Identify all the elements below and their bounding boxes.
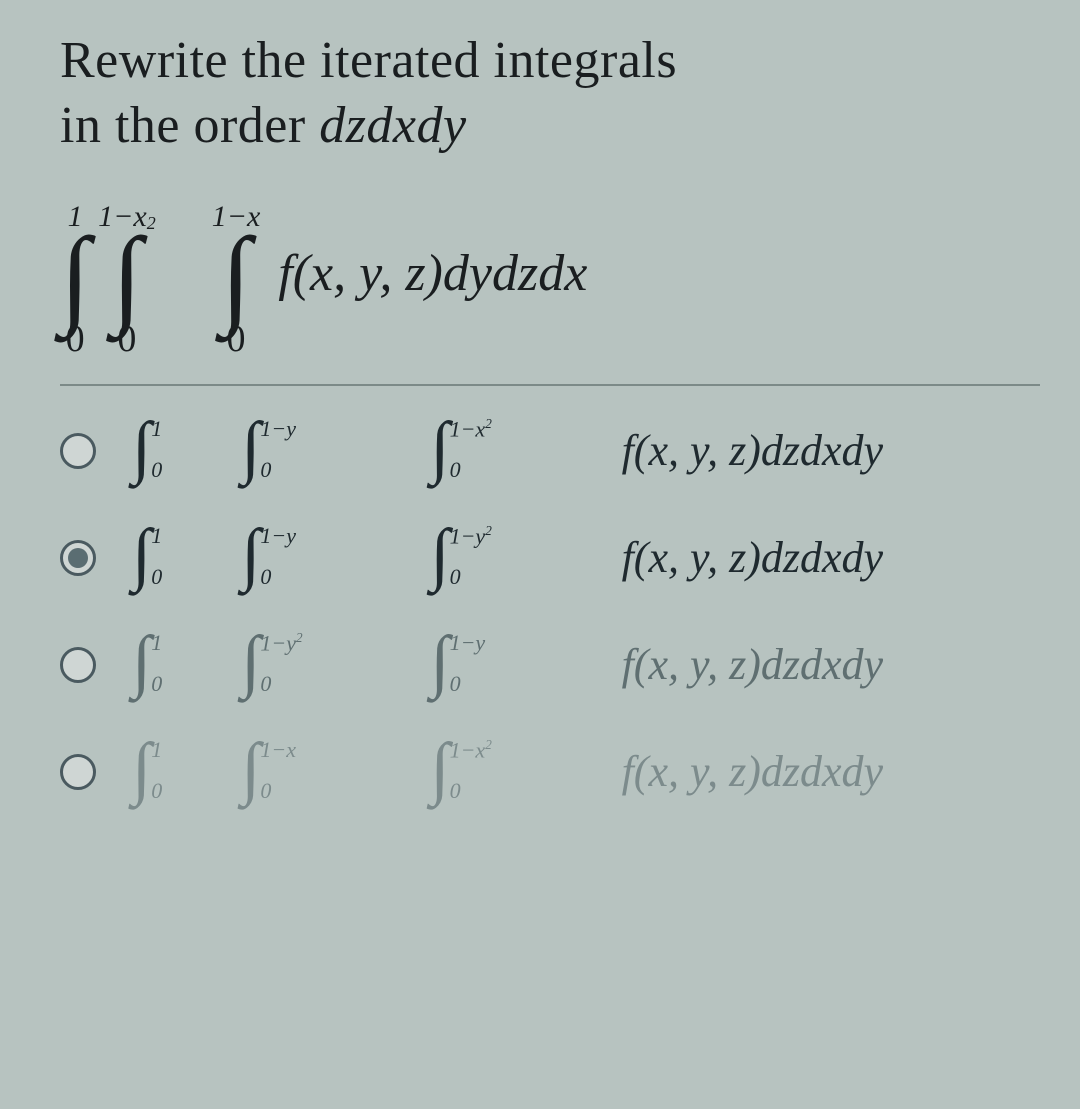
given-integral: 1 ∫ 0 1−x2 ∫ 0 1−x ∫ 0 f(x, y, z)dydzdx [60, 192, 1040, 354]
options-group: ∫10 ∫1−y0 ∫1−x20 f(x, y, z)dzdxdy ∫10 ∫1… [60, 420, 1040, 802]
option-c-math: ∫10 ∫1−y20 ∫1−y0 f(x, y, z)dzdxdy [126, 634, 883, 695]
given-int3: 1−x ∫ 0 [212, 192, 261, 354]
radio-d[interactable] [60, 754, 96, 790]
option-b-math: ∫10 ∫1−y0 ∫1−y20 f(x, y, z)dzdxdy [126, 527, 883, 588]
radio-b[interactable] [60, 540, 96, 576]
option-b[interactable]: ∫10 ∫1−y0 ∫1−y20 f(x, y, z)dzdxdy [60, 527, 1040, 588]
given-int2: 1−x2 ∫ 0 [98, 192, 156, 354]
option-d[interactable]: ∫10 ∫1−x0 ∫1−x20 f(x, y, z)dzdxdy [60, 741, 1040, 802]
separator [60, 384, 1040, 386]
radio-c[interactable] [60, 647, 96, 683]
option-a-math: ∫10 ∫1−y0 ∫1−x20 f(x, y, z)dzdxdy [126, 420, 883, 481]
given-integrand: f(x, y, z)dydzdx [268, 244, 587, 303]
option-d-math: ∫10 ∫1−x0 ∫1−x20 f(x, y, z)dzdxdy [126, 741, 883, 802]
option-c[interactable]: ∫10 ∫1−y20 ∫1−y0 f(x, y, z)dzdxdy [60, 634, 1040, 695]
prompt-line1: Rewrite the iterated integrals [60, 28, 1040, 93]
option-a[interactable]: ∫10 ∫1−y0 ∫1−x20 f(x, y, z)dzdxdy [60, 420, 1040, 481]
prompt-text: Rewrite the iterated integrals in the or… [60, 28, 1040, 158]
given-int1: 1 ∫ 0 [60, 192, 90, 354]
radio-a[interactable] [60, 433, 96, 469]
prompt-line2: in the order dzdxdy [60, 93, 1040, 158]
